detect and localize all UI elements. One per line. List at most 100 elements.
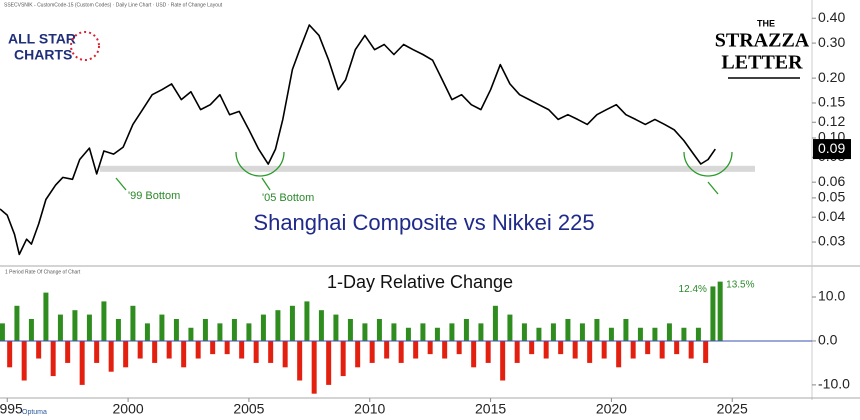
bar — [108, 340, 114, 372]
bar — [579, 323, 585, 341]
bar — [144, 323, 150, 341]
bar — [456, 340, 462, 355]
left-logo: ALL STAR CHARTS — [8, 31, 100, 63]
price-line — [0, 24, 716, 256]
bar — [492, 305, 498, 341]
y-tick-label: 0.12 — [818, 113, 845, 129]
bar — [500, 340, 506, 381]
bar — [514, 340, 520, 363]
x-tick-label: 2010 — [354, 401, 385, 417]
y-tick-label: 0.15 — [818, 94, 845, 110]
bar — [471, 340, 477, 368]
y-tick-label: 0.06 — [818, 173, 845, 189]
bar — [485, 340, 491, 363]
bar — [543, 340, 549, 359]
y-tick-label: 0.0 — [818, 332, 838, 348]
x-tick-label: 2005 — [233, 401, 264, 417]
bar — [79, 340, 85, 385]
bar — [65, 340, 71, 363]
bar — [260, 314, 266, 341]
bar — [637, 327, 643, 341]
bar — [282, 340, 288, 368]
bar — [224, 340, 230, 355]
bar — [253, 340, 259, 363]
bottom-arc — [235, 151, 285, 177]
bar — [181, 340, 187, 368]
bottom-arc — [683, 151, 733, 177]
arrow — [707, 181, 719, 195]
bar — [376, 318, 382, 341]
last-value-label: 0.09 — [818, 140, 845, 156]
bar — [318, 310, 324, 341]
bar — [449, 323, 455, 341]
bar — [355, 340, 361, 368]
bar — [666, 323, 672, 341]
bar — [645, 340, 651, 355]
bar — [304, 301, 310, 341]
bar — [101, 301, 107, 341]
bar — [681, 327, 687, 341]
logo-text: STRAZZA — [715, 30, 810, 52]
bar — [94, 340, 100, 363]
bar — [413, 340, 419, 359]
bar — [587, 340, 593, 363]
bar — [202, 318, 208, 341]
bar — [188, 327, 194, 341]
panel-info: 1 Period Rate Of Change of Chart — [5, 269, 81, 275]
bar — [529, 340, 535, 355]
y-tick-label: 0.04 — [818, 208, 845, 224]
bar — [210, 340, 216, 355]
x-tick-label: 2000 — [113, 401, 144, 417]
bar — [86, 314, 92, 341]
x-tick-label: 2020 — [596, 401, 627, 417]
bar — [521, 323, 527, 341]
bar — [333, 314, 339, 341]
annotation: '05 Bottom — [262, 192, 314, 204]
chart-title: Shanghai Composite vs Nikkei 225 — [253, 210, 594, 235]
bar — [601, 340, 607, 359]
bar — [427, 340, 433, 355]
bar — [268, 340, 274, 363]
bar — [28, 318, 34, 341]
chart-info: SSECVSNIK - CustomCode-15 (Custom Codes)… — [4, 2, 223, 8]
bar — [115, 318, 121, 341]
bar — [239, 340, 245, 359]
bar — [130, 305, 136, 341]
bar — [550, 323, 556, 341]
bar — [434, 327, 440, 341]
bar — [478, 323, 484, 341]
logo-text: ALL STAR — [8, 31, 76, 47]
bar — [340, 340, 346, 377]
y-tick-label: 10.0 — [818, 288, 845, 304]
bar — [297, 340, 303, 381]
last-value-box — [813, 139, 851, 160]
bar — [369, 340, 375, 363]
bar — [507, 314, 513, 341]
annotation: '99 Bottom — [128, 190, 180, 202]
bar — [659, 340, 665, 359]
x-tick-label: 1995 — [0, 401, 23, 417]
right-logo: THE STRAZZA LETTER — [715, 18, 810, 79]
bar — [630, 340, 636, 359]
arrow — [115, 177, 127, 191]
y-tick-label: 0.05 — [818, 189, 845, 205]
bar — [565, 318, 571, 341]
y-tick-label: 0.30 — [818, 34, 845, 50]
value-label: 13.5% — [726, 279, 754, 290]
bar — [717, 281, 723, 341]
y-tick-label: 0.40 — [818, 9, 845, 25]
bar — [21, 340, 27, 381]
x-tick-label: 2015 — [475, 401, 506, 417]
logo-text: LETTER — [721, 52, 803, 74]
bar — [152, 340, 158, 363]
bar — [616, 340, 622, 368]
bar — [674, 340, 680, 355]
x-tick-label: 2025 — [717, 401, 748, 417]
bar — [710, 286, 716, 341]
bar — [57, 314, 63, 341]
bar — [362, 323, 368, 341]
bar — [246, 323, 252, 341]
bar — [398, 340, 404, 363]
bar — [442, 340, 448, 359]
